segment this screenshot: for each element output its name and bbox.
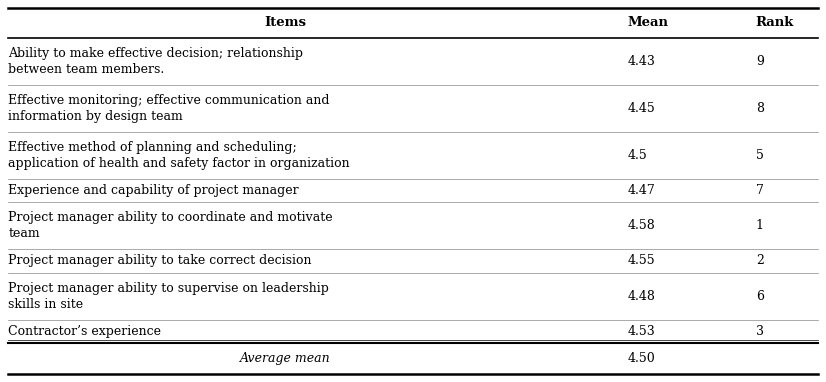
Text: 4.5: 4.5: [628, 149, 648, 162]
Text: Mean: Mean: [628, 16, 669, 29]
Text: Experience and capability of project manager: Experience and capability of project man…: [8, 184, 299, 197]
Text: Ability to make effective decision; relationship
between team members.: Ability to make effective decision; rela…: [8, 47, 303, 76]
Text: Rank: Rank: [756, 16, 794, 29]
Text: Project manager ability to take correct decision: Project manager ability to take correct …: [8, 254, 311, 267]
Text: 9: 9: [756, 55, 764, 68]
Text: Project manager ability to coordinate and motivate
team: Project manager ability to coordinate an…: [8, 211, 333, 240]
Text: 2: 2: [756, 254, 764, 267]
Text: 4.50: 4.50: [628, 352, 656, 365]
Text: 5: 5: [756, 149, 764, 162]
Text: Project manager ability to supervise on leadership
skills in site: Project manager ability to supervise on …: [8, 282, 329, 311]
Text: 4.58: 4.58: [628, 219, 656, 232]
Text: Effective method of planning and scheduling;
application of health and safety fa: Effective method of planning and schedul…: [8, 141, 350, 170]
Text: 8: 8: [756, 102, 764, 115]
Text: 1: 1: [756, 219, 764, 232]
Text: 4.47: 4.47: [628, 184, 656, 197]
Text: Effective monitoring; effective communication and
information by design team: Effective monitoring; effective communic…: [8, 94, 330, 123]
Text: 7: 7: [756, 184, 764, 197]
Text: 3: 3: [756, 325, 764, 338]
Text: Average mean: Average mean: [240, 352, 330, 365]
Text: Items: Items: [264, 16, 306, 29]
Text: Contractor’s experience: Contractor’s experience: [8, 325, 161, 338]
Text: 4.45: 4.45: [628, 102, 656, 115]
Text: 4.55: 4.55: [628, 254, 655, 267]
Text: 4.48: 4.48: [628, 290, 656, 303]
Text: 4.53: 4.53: [628, 325, 656, 338]
Text: 6: 6: [756, 290, 764, 303]
Text: 4.43: 4.43: [628, 55, 656, 68]
